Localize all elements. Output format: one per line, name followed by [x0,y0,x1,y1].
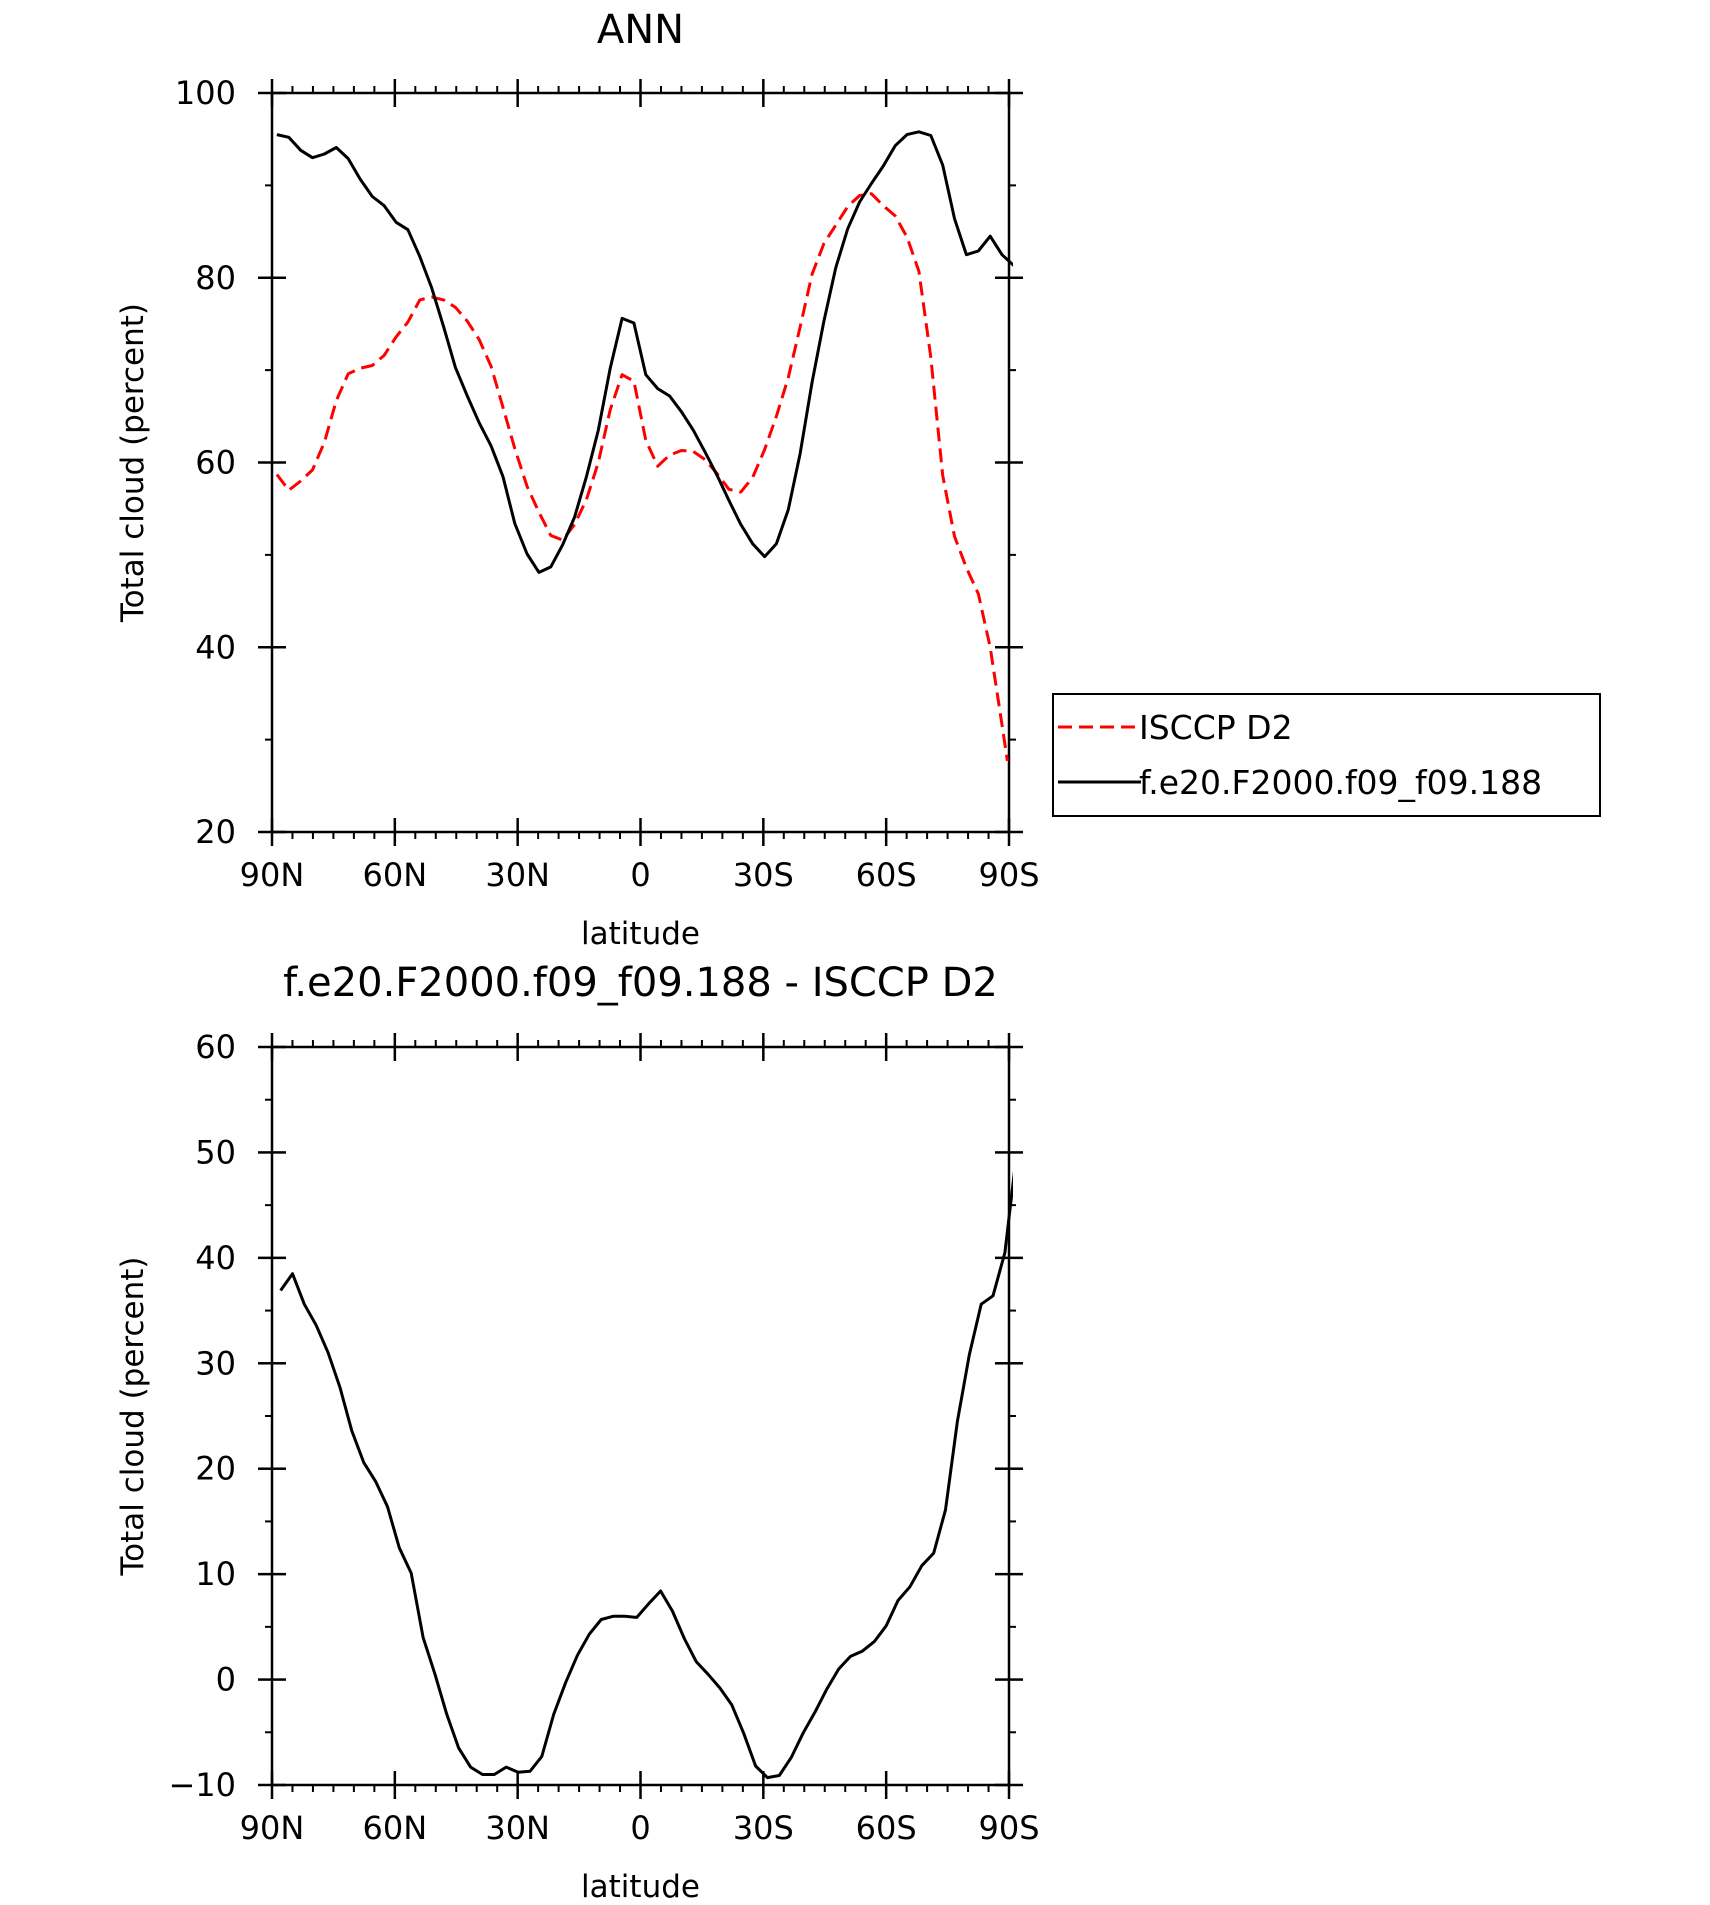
y-axis-label: Total cloud (percent) [115,303,151,623]
chart-title: f.e20.F2000.f09_f09.188 - ISCCP D2 [283,960,998,1006]
x-tick-label: 30N [485,856,550,894]
series-line-f-e20-f2000-f09-f09-188 [276,130,1013,574]
x-tick-label: 60S [856,856,917,894]
legend-label: ISCCP D2 [1139,708,1293,747]
x-tick-label: 90N [240,856,305,894]
chart-panel-1: ANN 90N 60N 30N 0 30S 60S 90S 20 40 60 80 100 latitud… [115,7,1601,952]
x-tick-label: 90S [978,856,1039,894]
x-tick-label: 90S [978,1809,1039,1847]
legend-box [1052,693,1601,817]
y-tick-label: 60 [195,1028,236,1066]
y-tick-label: 100 [175,74,236,112]
legend-label: f.e20.F2000.f09_f09.188 [1139,763,1542,802]
y-tick-label: 50 [195,1133,236,1171]
x-tick-label: 0 [630,1809,650,1847]
y-tick-label: −10 [168,1766,236,1804]
series-line-difference [279,1170,1013,1780]
y-tick-label: 40 [195,628,236,666]
chart-title: ANN [597,7,684,53]
chart-panel-2: f.e20.F2000.f09_f09.188 - ISCCP D2 90N 60N… [115,960,1040,1905]
y-axis-label: Total cloud (percent) [115,1257,151,1577]
y-tick-label: 30 [195,1344,236,1382]
y-tick-label: 20 [195,1450,236,1488]
x-tick-label: 60S [856,1809,917,1847]
y-tick-label: 60 [195,444,236,482]
x-tick-label: 30N [485,1809,550,1847]
x-tick-label: 60N [363,856,428,894]
x-tick-label: 30S [733,856,794,894]
y-tick-label: 0 [216,1661,236,1699]
x-tick-label: 30S [733,1809,794,1847]
x-tick-label: 90N [240,1809,305,1847]
x-tick-label: 0 [630,856,650,894]
y-tick-label: 10 [195,1555,236,1593]
legend: ISCCP D2 f.e20.F2000.f09_f09.188 [1052,693,1601,817]
plot-frame [270,1045,1011,1787]
x-tick-label: 60N [363,1809,428,1847]
series-line-isccp-d2 [275,192,1009,762]
y-tick-label: 80 [195,259,236,297]
y-tick-label: 40 [195,1239,236,1277]
x-axis-label: latitude [581,1869,700,1905]
x-axis-label: latitude [581,916,700,952]
y-tick-label: 20 [195,813,236,851]
